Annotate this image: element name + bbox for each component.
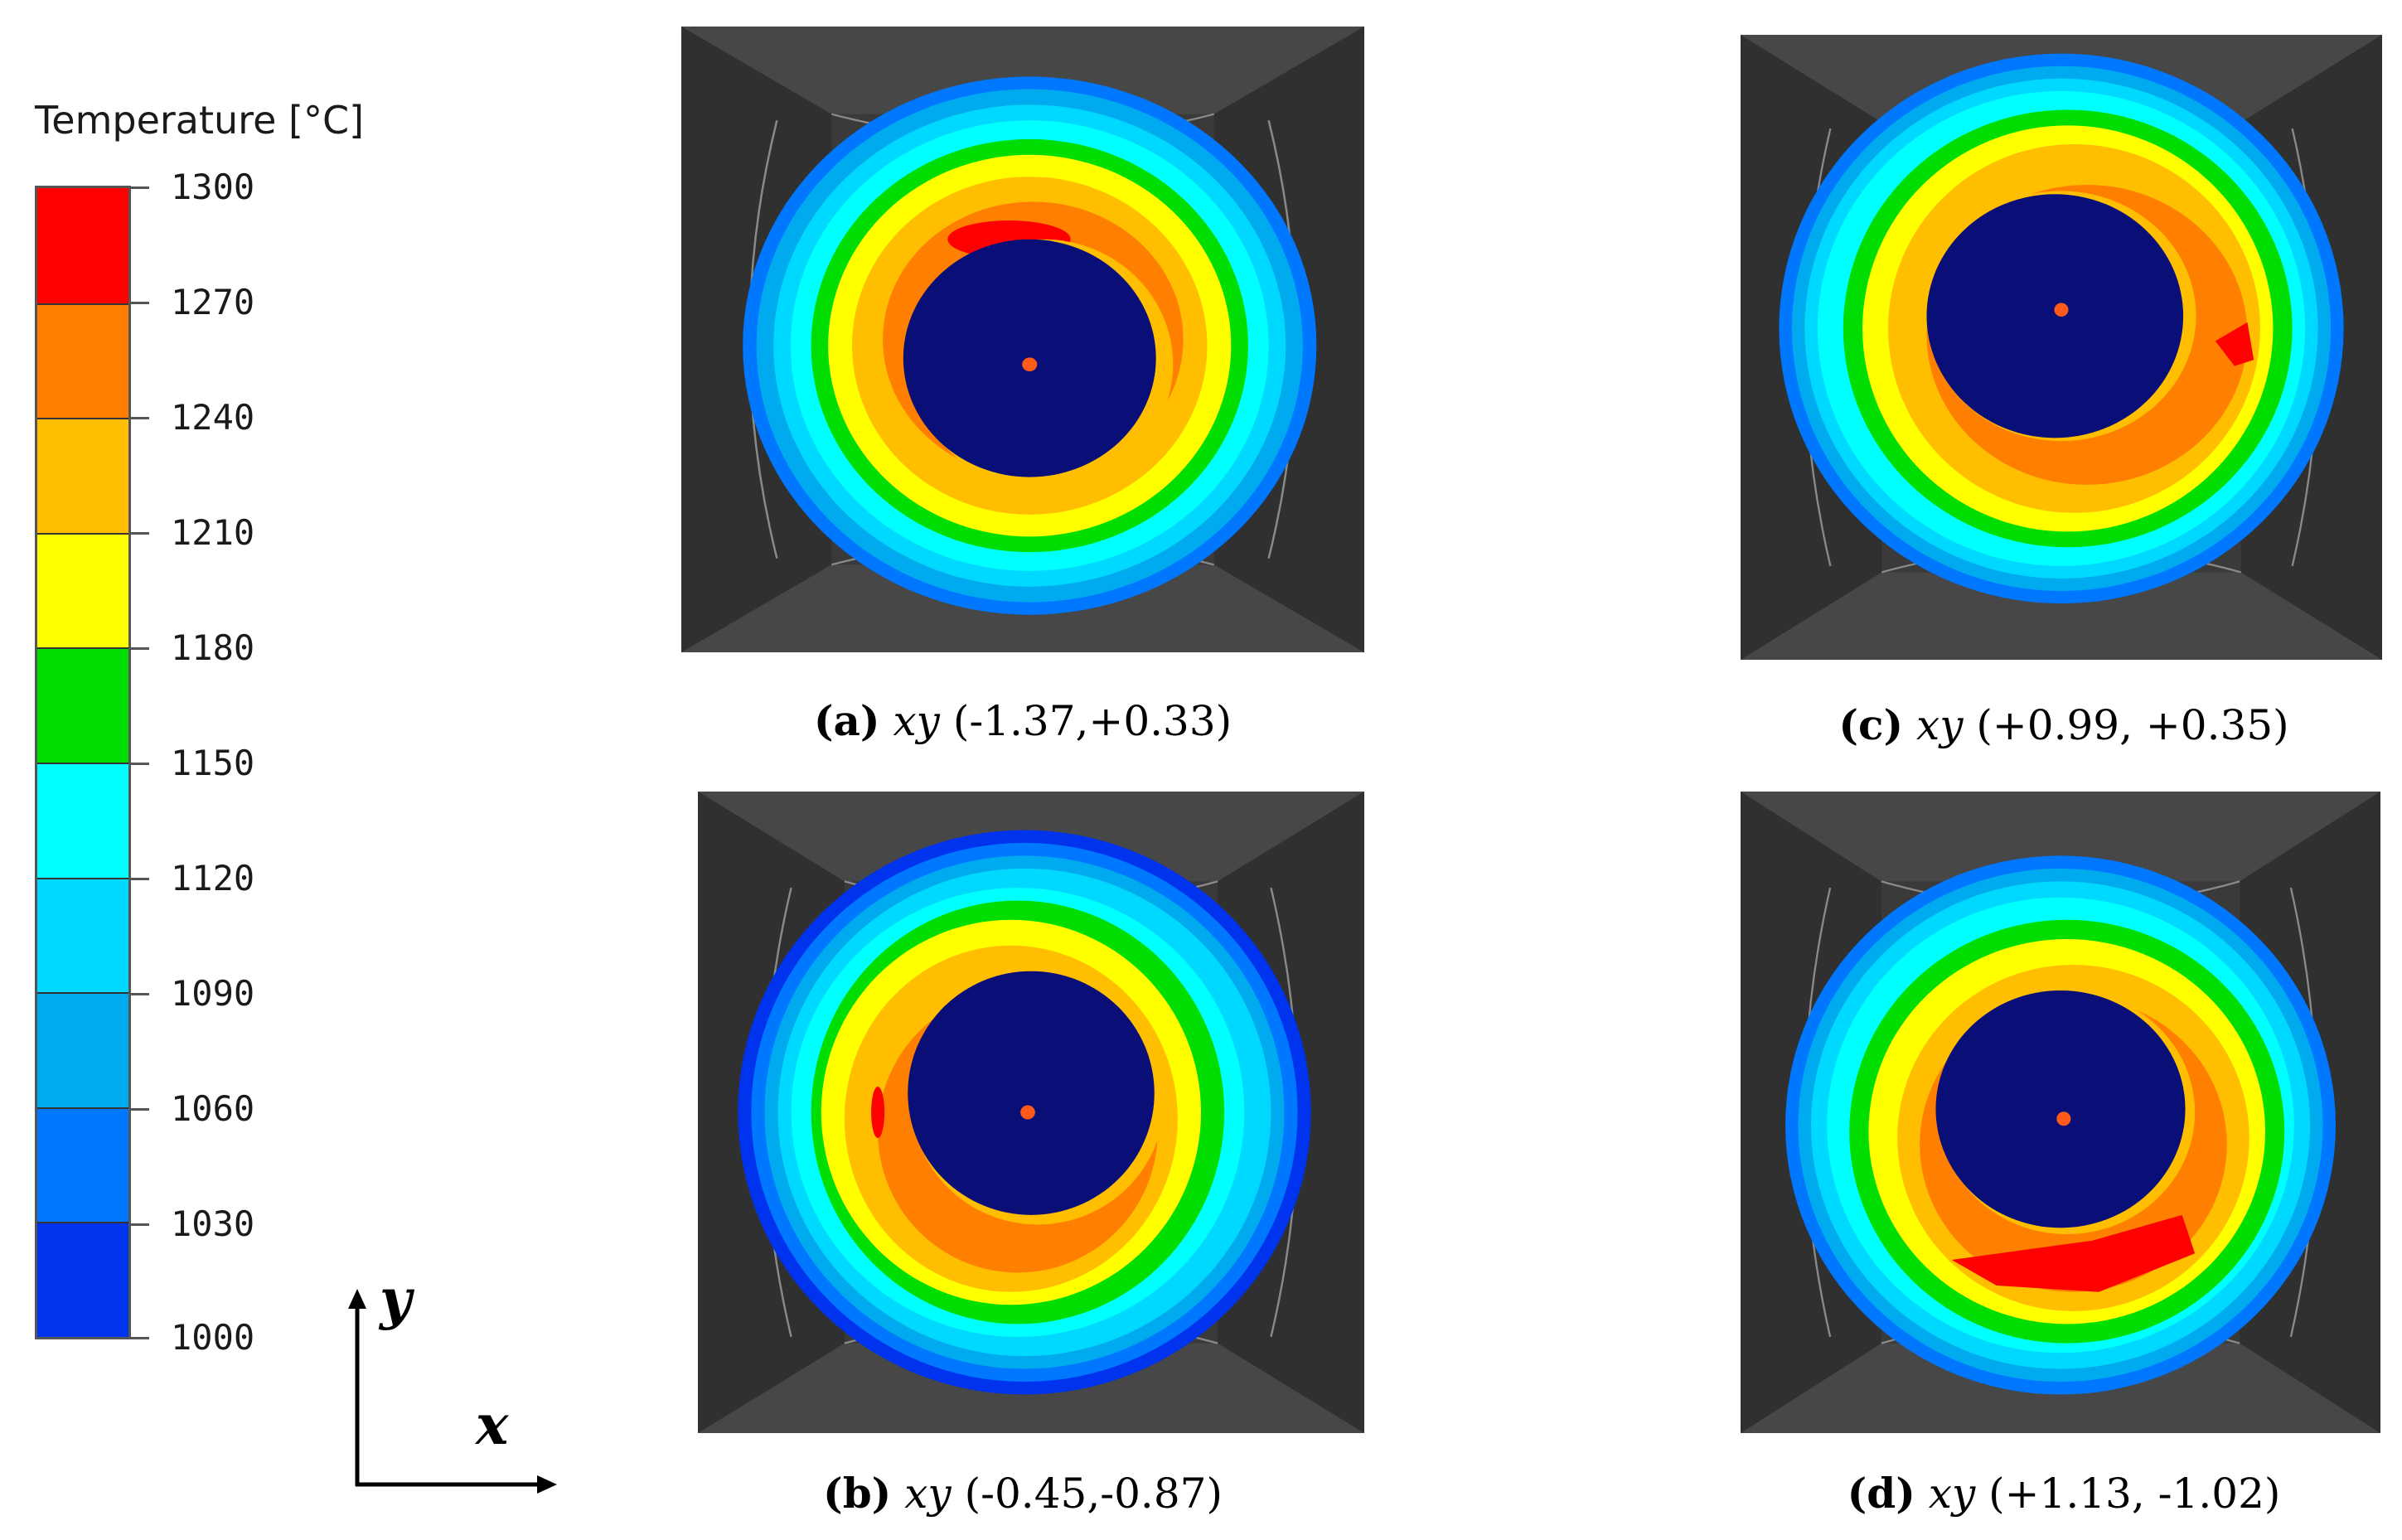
legend-band-1120-1090 — [37, 877, 128, 993]
caption-tag: (d) — [1847, 1469, 1915, 1518]
panel-c-temperature-map — [1741, 35, 2382, 660]
caption-coords: (+0.99, +0.35) — [1976, 701, 2289, 749]
caption-axes: xy — [893, 697, 940, 745]
legend-tick — [131, 1337, 149, 1339]
color-legend-bar — [35, 186, 131, 1339]
legend-tick — [131, 532, 149, 535]
legend-band-1060-1030 — [37, 1107, 128, 1223]
legend-band-1270-1240 — [37, 303, 128, 419]
legend-tick — [131, 878, 149, 880]
legend-tick — [131, 417, 149, 419]
legend-label-1270: 1270 — [171, 282, 255, 322]
panel-d-temperature-map — [1741, 792, 2380, 1433]
legend-label-1150: 1150 — [171, 743, 255, 783]
legend-tick — [131, 302, 149, 304]
caption-coords: (+1.13, -1.02) — [1988, 1470, 2281, 1518]
legend-label-1000: 1000 — [171, 1317, 255, 1358]
legend-tick — [131, 647, 149, 650]
caption-tag: (c) — [1838, 700, 1904, 749]
caption-b: (b) xy (-0.45,-0.87) — [650, 1469, 1396, 1518]
legend-band-1030-1000 — [37, 1222, 128, 1337]
legend-band-1090-1060 — [37, 992, 128, 1107]
caption-axes: xy — [1916, 701, 1964, 749]
axis-label-x: x — [476, 1392, 509, 1457]
caption-d: (d) xy (+1.13, -1.02) — [1691, 1469, 2402, 1518]
caption-coords: (-1.37,+0.33) — [952, 697, 1232, 745]
legend-title: Temperature [°C] — [35, 98, 365, 143]
caption-a: (a) xy (-1.37,+0.33) — [650, 696, 1396, 745]
legend-label-1060: 1060 — [171, 1088, 255, 1129]
legend-tick — [131, 1223, 149, 1226]
legend-label-1180: 1180 — [171, 627, 255, 668]
legend-label-1210: 1210 — [171, 512, 255, 553]
legend-band-1210-1180 — [37, 532, 128, 648]
caption-tag: (b) — [823, 1469, 892, 1518]
caption-c: (c) xy (+0.99, +0.35) — [1691, 700, 2402, 749]
caption-axes: xy — [1928, 1470, 1976, 1518]
legend-tick — [131, 993, 149, 995]
caption-coords: (-0.45,-0.87) — [964, 1470, 1223, 1518]
legend-tick — [131, 763, 149, 765]
legend-label-1300: 1300 — [171, 167, 255, 207]
legend-label-1120: 1120 — [171, 858, 255, 898]
panel-b-temperature-map — [698, 792, 1364, 1433]
legend-label-1030: 1030 — [171, 1203, 255, 1244]
axis-arrows-icon — [348, 1289, 557, 1494]
caption-axes: xy — [904, 1470, 952, 1518]
axis-label-y: y — [380, 1266, 412, 1331]
legend-tick — [131, 186, 149, 189]
legend-label-1090: 1090 — [171, 973, 255, 1014]
panel-a-temperature-map — [681, 27, 1364, 652]
legend-band-1150-1120 — [37, 763, 128, 878]
legend-label-1240: 1240 — [171, 397, 255, 438]
legend-band-1240-1210 — [37, 418, 128, 533]
legend-band-1180-1150 — [37, 647, 128, 763]
legend-tick — [131, 1108, 149, 1111]
caption-tag: (a) — [813, 696, 880, 745]
legend-band-1300-1270 — [37, 188, 128, 303]
